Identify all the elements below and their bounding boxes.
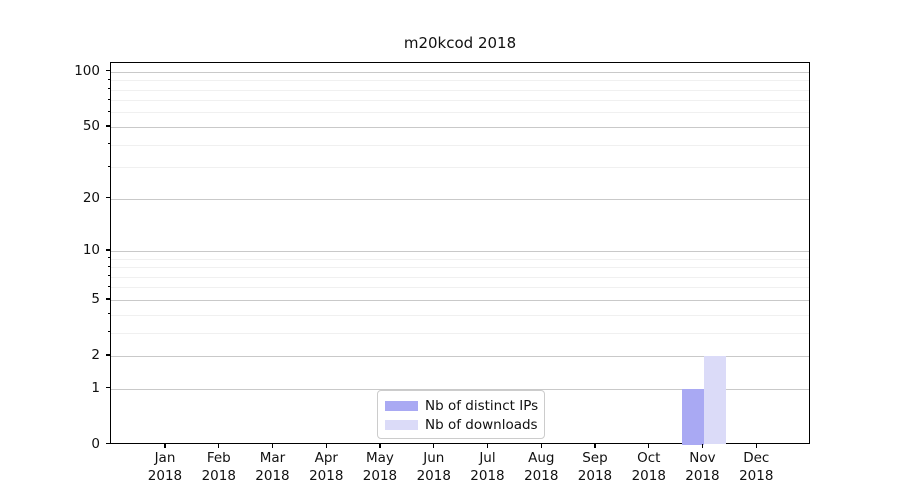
y-tick-label: 20 [82,189,100,206]
y-minor-tick-mark [107,257,110,259]
y-tick-mark [106,197,110,199]
x-tick-label: Dec 2018 [739,450,774,484]
x-tick-label: Aug 2018 [524,450,559,484]
legend-row: Nb of downloads [385,416,538,436]
y-minor-tick-mark [107,88,110,90]
y-tick-mark [106,354,110,356]
chart-title: m20kcod 2018 [403,34,517,52]
x-tick-label: Nov 2018 [685,450,720,484]
x-tick-mark [271,443,274,448]
y-tick-label: 100 [74,62,100,79]
gridline-minor [111,314,809,316]
y-minor-tick-mark [107,143,110,145]
y-minor-tick-mark [107,313,110,315]
gridline-major [111,126,809,128]
legend-row: Nb of distinct IPs [385,396,539,416]
x-tick-label: Apr 2018 [309,450,344,484]
gridline-minor [111,80,809,82]
x-tick-mark [164,443,166,448]
x-tick-label: Jan 2018 [147,450,183,484]
gridline-minor [111,276,809,278]
y-tick-mark [106,249,110,251]
y-minor-tick-mark [107,331,110,333]
x-tick-label: Jul 2018 [470,450,505,484]
y-minor-tick-mark [107,98,110,100]
y-minor-tick-mark [107,265,110,267]
plot-area [110,62,810,445]
bar-downloads [703,355,726,445]
gridline-major [111,71,809,73]
gridline-major [111,198,809,200]
y-tick-mark [106,387,110,389]
x-tick-mark [325,443,327,448]
gridline-major [111,299,809,301]
y-tick-label: 0 [91,435,100,452]
gridline-minor [111,267,809,268]
gridline-minor [111,100,809,102]
y-tick-label: 1 [91,379,100,396]
gridline-minor [111,258,809,260]
gridline-minor [111,287,809,289]
gridline-minor [111,167,809,169]
legend-label: Nb of distinct IPs [425,397,539,414]
y-tick-label: 50 [82,117,100,134]
y-tick-label: 2 [91,346,100,363]
y-tick-mark [106,443,110,445]
y-tick-label: 10 [82,241,100,258]
x-tick-mark [648,443,650,448]
y-minor-tick-mark [107,165,110,167]
x-tick-label: Sep 2018 [577,450,613,484]
y-tick-label: 5 [91,290,100,307]
gridline-major [111,388,809,390]
gridline-major [111,355,809,357]
x-tick-mark [540,443,542,448]
y-minor-tick-mark [107,275,110,277]
legend-swatch [385,420,418,431]
y-minor-tick-mark [107,285,110,288]
gridline-minor [111,332,809,334]
gridline-minor [111,144,809,146]
x-tick-mark [218,443,220,448]
legend-swatch [385,400,418,411]
x-tick-label: May 2018 [362,450,398,484]
x-tick-mark [486,443,489,448]
x-tick-mark [755,443,757,448]
y-tick-mark [106,298,110,300]
x-tick-mark [594,443,596,448]
y-tick-mark [106,70,110,72]
legend-label: Nb of downloads [425,417,538,434]
x-tick-label: Oct 2018 [631,450,666,484]
y-minor-tick-mark [107,110,110,113]
y-minor-tick-mark [107,78,110,80]
x-tick-mark [701,443,704,448]
x-tick-mark [433,443,435,448]
gridline-minor [111,112,809,114]
x-tick-mark [379,443,381,448]
bar-distinct-ips [681,388,704,445]
y-tick-mark [106,125,110,127]
gridline-major [111,250,809,252]
x-tick-label: Feb 2018 [201,450,236,484]
legend: Nb of distinct IPs Nb of downloads [377,390,545,439]
x-tick-label: Jun 2018 [416,450,451,484]
x-tick-label: Mar 2018 [255,450,290,484]
gridline-minor [111,89,809,91]
